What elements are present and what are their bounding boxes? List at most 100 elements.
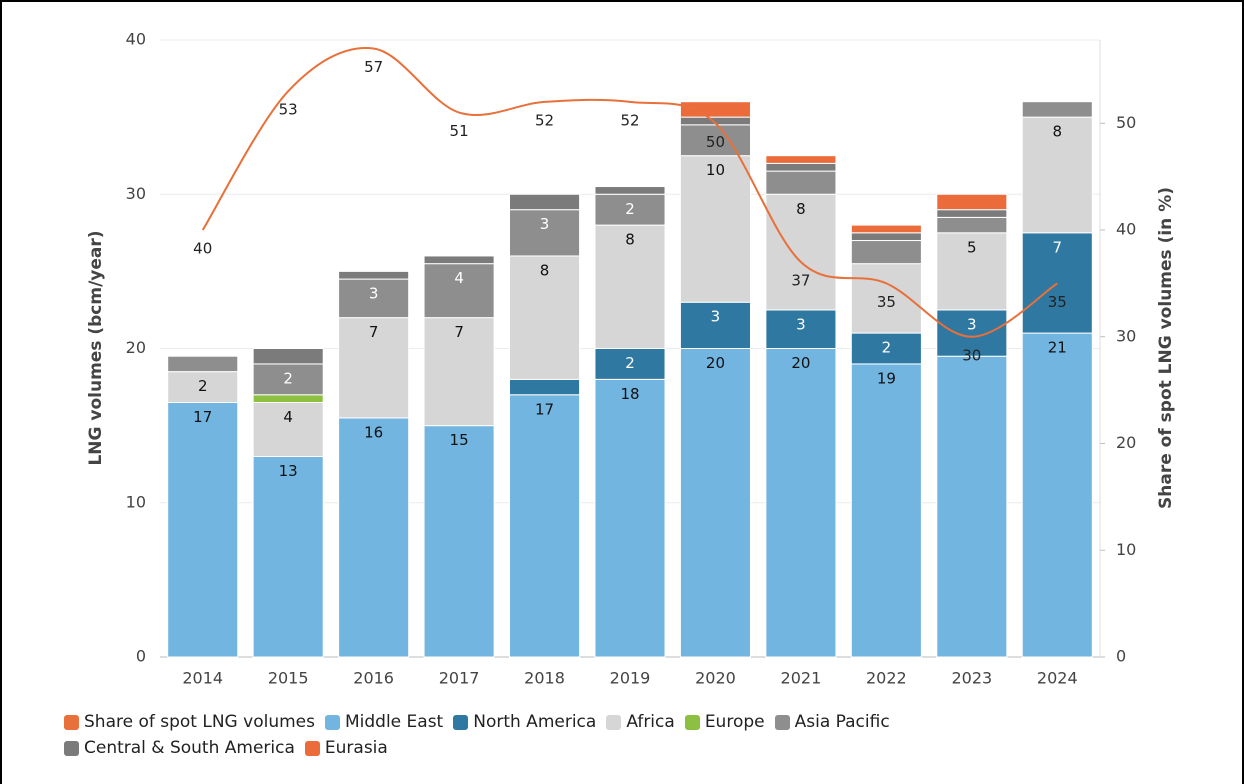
legend-label: Africa	[626, 712, 675, 732]
data-label: 20	[791, 354, 810, 372]
legend-label: Middle East	[344, 712, 444, 732]
x-tick-label: 2018	[524, 669, 565, 688]
legend-label: Central & South America	[84, 738, 295, 758]
bar-segment	[850, 224, 922, 234]
y2-tick-label: 10	[1116, 540, 1136, 559]
bar-segment	[1021, 101, 1093, 118]
bar-segment	[1021, 332, 1093, 658]
bar-segment	[509, 394, 581, 658]
data-label: 2	[625, 200, 635, 218]
bar-segment	[765, 170, 837, 195]
bar-segment	[936, 216, 1008, 234]
y-tick-label: 30	[126, 184, 146, 203]
line-label: 35	[1048, 293, 1067, 311]
bar-segment	[765, 162, 837, 172]
data-label: 20	[706, 354, 725, 372]
y2-axis-title: Share of spot LNG volumes (in %)	[1156, 187, 1176, 509]
line-label: 37	[791, 272, 810, 290]
data-label: 8	[796, 200, 806, 218]
y2-tick-label: 30	[1116, 326, 1136, 345]
legend-swatch	[64, 714, 79, 730]
data-label: 15	[450, 431, 469, 449]
bar-segment	[936, 309, 1008, 357]
legend-swatch	[606, 714, 622, 730]
data-label: 7	[454, 323, 464, 341]
bar-segment	[338, 270, 410, 280]
data-label: 7	[369, 323, 379, 341]
line-label: 51	[450, 122, 469, 140]
bar-segment	[679, 124, 751, 157]
data-label: 8	[1052, 123, 1062, 141]
data-label: 17	[535, 400, 554, 418]
y-axis-title: LNG volumes (bcm/year)	[86, 230, 106, 465]
legend-item: Asia Pacific	[774, 712, 890, 732]
legend-item: Africa	[606, 712, 675, 732]
bar-segment	[594, 186, 666, 195]
bar-segment	[765, 348, 837, 658]
bar-segment	[509, 378, 581, 396]
bar-segment	[936, 232, 1008, 311]
data-label: 10	[706, 161, 725, 179]
y2-tick-label: 40	[1116, 220, 1136, 239]
data-label: 2	[198, 377, 208, 395]
y-tick-label: 40	[126, 30, 146, 49]
line-label: 40	[193, 240, 212, 258]
data-label: 3	[967, 315, 977, 333]
y-tick-label: 0	[136, 647, 146, 666]
legend-swatch	[324, 714, 340, 730]
legend-item: North America	[453, 712, 596, 732]
data-label: 19	[877, 369, 896, 387]
legend-item: Share of spot LNG volumes	[64, 712, 315, 732]
x-tick-label: 2017	[439, 669, 480, 688]
legend-label: Eurasia	[324, 738, 388, 758]
x-tick-label: 2016	[353, 669, 394, 688]
bar-segment	[679, 155, 751, 303]
legend: Share of spot LNG volumes Middle East Nort…	[64, 712, 1024, 758]
legend-swatch	[453, 714, 469, 730]
bar-segment	[850, 240, 922, 265]
data-label: 5	[967, 238, 977, 256]
y2-tick-label: 50	[1116, 113, 1136, 132]
bar-segment	[1021, 116, 1093, 234]
bar-segment	[338, 278, 410, 319]
bar-segment	[509, 193, 581, 211]
legend-item: Europe	[684, 712, 765, 732]
bar-segment	[167, 355, 239, 373]
legend-label: Europe	[704, 712, 765, 732]
x-tick-label: 2019	[610, 669, 651, 688]
bar-segment	[252, 401, 324, 457]
legend-swatch	[304, 740, 320, 756]
bar-segment	[423, 263, 495, 319]
legend-item: Eurasia	[304, 738, 388, 758]
line-label: 35	[877, 293, 896, 311]
bar-segment	[423, 425, 495, 658]
bar-segment	[936, 209, 1008, 218]
legend-item: Central & South America	[64, 738, 295, 758]
bar-segment	[594, 224, 666, 350]
x-tick-label: 2023	[951, 669, 992, 688]
bar-segment	[167, 371, 239, 403]
line-label: 52	[620, 111, 639, 129]
data-label: 13	[279, 462, 298, 480]
bar-segment	[1021, 232, 1093, 334]
bar-segment	[765, 309, 837, 349]
legend-label: Asia Pacific	[794, 712, 890, 732]
data-label: 4	[454, 269, 464, 287]
data-label: 17	[193, 408, 212, 426]
bar-segment	[850, 332, 922, 365]
data-label: 2	[625, 354, 635, 372]
legend-swatch	[774, 714, 790, 730]
data-label: 3	[369, 285, 379, 303]
bar-segment	[338, 317, 410, 419]
bar-segment	[850, 232, 922, 242]
line-label: 50	[706, 133, 725, 151]
legend-label: Share of spot LNG volumes	[84, 712, 315, 732]
line	[201, 47, 1058, 338]
line-label: 53	[279, 101, 298, 119]
x-tick-label: 2020	[695, 669, 736, 688]
data-label: 3	[796, 315, 806, 333]
bar-segment	[252, 363, 324, 396]
line-label: 52	[535, 111, 554, 129]
data-label: 3	[540, 215, 550, 233]
